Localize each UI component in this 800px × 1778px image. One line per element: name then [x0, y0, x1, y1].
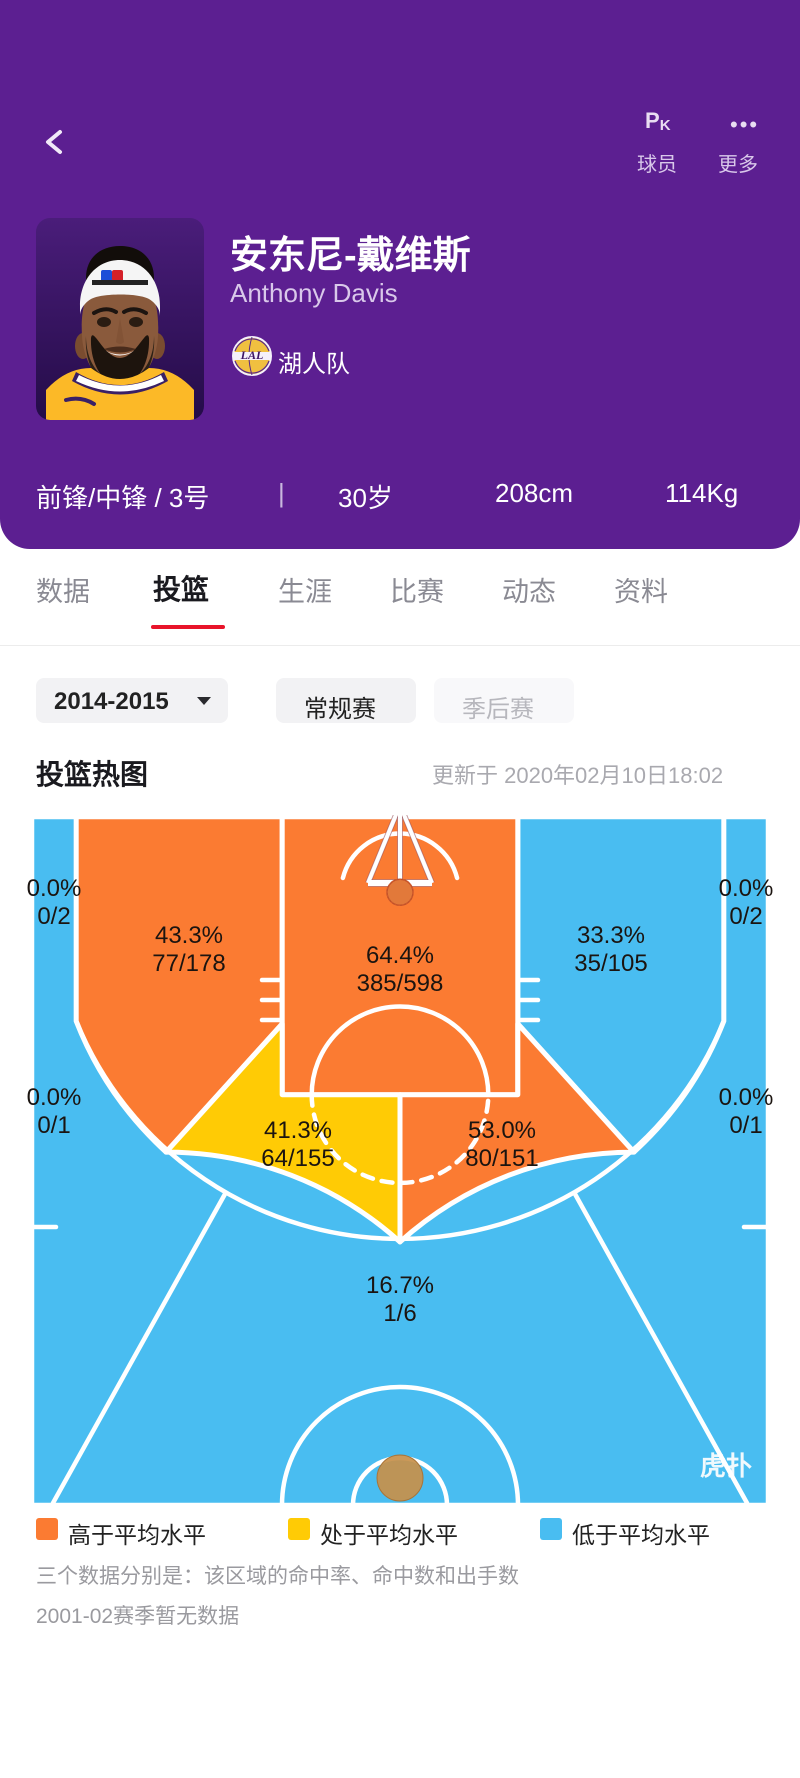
svg-text:0/2: 0/2	[729, 903, 762, 930]
svg-text:虎扑: 虎扑	[700, 1451, 752, 1481]
svg-text:77/178: 77/178	[152, 950, 225, 977]
svg-text:64/155: 64/155	[261, 1145, 334, 1172]
svg-text:64.4%: 64.4%	[366, 942, 434, 969]
svg-text:43.3%: 43.3%	[155, 922, 223, 949]
svg-text:385/598: 385/598	[357, 970, 444, 997]
svg-text:0/1: 0/1	[37, 1112, 70, 1139]
svg-text:41.3%: 41.3%	[264, 1117, 332, 1144]
svg-text:0/2: 0/2	[37, 903, 70, 930]
svg-text:0.0%: 0.0%	[719, 875, 774, 902]
svg-text:53.0%: 53.0%	[468, 1117, 536, 1144]
svg-text:1/6: 1/6	[383, 1300, 416, 1327]
svg-text:0.0%: 0.0%	[719, 1084, 774, 1111]
svg-text:16.7%: 16.7%	[366, 1272, 434, 1299]
svg-text:0/1: 0/1	[729, 1112, 762, 1139]
svg-text:0.0%: 0.0%	[27, 1084, 82, 1111]
svg-text:LAL: LAL	[240, 348, 264, 362]
svg-text:33.3%: 33.3%	[577, 922, 645, 949]
svg-text:35/105: 35/105	[574, 950, 647, 977]
svg-text:0.0%: 0.0%	[27, 875, 82, 902]
svg-text:80/151: 80/151	[465, 1145, 538, 1172]
